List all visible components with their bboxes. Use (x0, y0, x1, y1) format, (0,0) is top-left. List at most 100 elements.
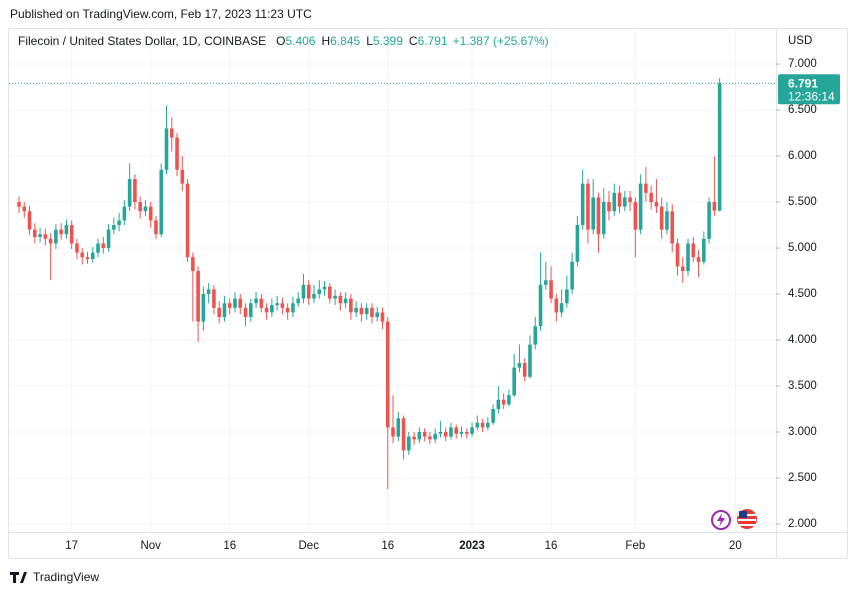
candle-body (565, 289, 569, 304)
y-tick-label: 2.500 (788, 472, 817, 484)
candle-body (296, 298, 301, 304)
ohlc-label: C (409, 34, 418, 48)
candle-body (491, 409, 495, 423)
candle-body (43, 234, 48, 239)
candle-body (222, 303, 227, 318)
y-tick-label: 4.500 (788, 288, 817, 300)
y-tick-label: 3.500 (788, 380, 817, 392)
candle-body (164, 128, 169, 170)
candle-body (696, 257, 701, 262)
candle-body (322, 286, 327, 290)
candle-body (270, 305, 274, 313)
candle-body (443, 432, 448, 437)
candle-body (280, 303, 285, 308)
candle-body (428, 436, 432, 440)
candle-body (538, 284, 543, 327)
y-tick-label: 7.000 (788, 58, 817, 70)
candle-body (623, 197, 627, 207)
candle-body (464, 432, 469, 434)
candle-body (454, 427, 459, 434)
candle-body (169, 128, 174, 138)
y-tick-label: 2.000 (788, 518, 817, 530)
y-tick-label: 5.500 (788, 196, 817, 208)
candle-body (512, 367, 516, 396)
candle-body (385, 321, 390, 428)
candle-body (449, 427, 453, 437)
last-price-tag (778, 74, 840, 105)
x-tick-label: Nov (140, 540, 161, 552)
candle-body (354, 307, 358, 313)
candle-body (22, 206, 27, 212)
candle-body (528, 344, 532, 377)
candle-body (654, 202, 659, 207)
candle-body (517, 363, 522, 368)
candle-body (496, 399, 501, 410)
candle-body (238, 298, 243, 308)
candle-body (422, 432, 427, 437)
candle-body (549, 280, 553, 299)
candle-body (638, 183, 643, 230)
candle-body (285, 307, 290, 313)
candle-body (201, 294, 206, 322)
candle-body (370, 307, 374, 318)
candle-body (291, 303, 295, 313)
candle-body (680, 266, 685, 272)
candle-body (480, 422, 485, 428)
ohlc-value: 6.791 (418, 34, 448, 48)
candle-body (80, 252, 85, 258)
candle-body (522, 363, 527, 377)
ohlc-value: 5.399 (373, 34, 403, 48)
candle-body (391, 427, 395, 437)
candle-body (712, 202, 717, 211)
candle-body (617, 192, 622, 207)
lightning-glyph (717, 513, 725, 527)
ohlc-legend: O5.406 H6.845 L5.399 C6.791 +1.387 (+25.67%) (276, 34, 549, 48)
candle-body (254, 298, 258, 304)
x-tick-label: 17 (65, 540, 78, 552)
x-tick-label: Dec (299, 540, 320, 552)
candle-body (54, 229, 58, 244)
event-icons (711, 509, 757, 530)
candle-body (85, 257, 90, 260)
grid (9, 30, 780, 532)
candle-body (533, 326, 538, 345)
candle-body (101, 243, 106, 249)
candle-body (343, 298, 348, 304)
candle-body (686, 243, 690, 272)
candle-body (501, 399, 506, 405)
last-price-label: 6.791 (788, 76, 818, 90)
candle-body (575, 225, 580, 262)
candle-body (349, 298, 353, 313)
candle-body (717, 83, 722, 211)
candle-body (591, 197, 596, 230)
candle-body (333, 295, 337, 299)
candle-body (175, 137, 179, 170)
candle-body (59, 229, 63, 235)
x-tick-label: 2023 (459, 540, 485, 552)
candle-body (359, 307, 364, 315)
candle-body (212, 289, 216, 308)
candle-body (306, 284, 311, 299)
y-tick-label: 4.000 (788, 334, 817, 346)
candle-body (48, 238, 53, 244)
candle-body (148, 206, 153, 221)
x-tick-label: 16 (381, 540, 394, 552)
overlay: USD Filecoin / United States Dollar, 1D,… (18, 34, 840, 552)
candle-body (154, 220, 158, 235)
candle-body (180, 169, 185, 184)
candle-body (133, 179, 137, 203)
x-tick-label: 16 (223, 540, 236, 552)
candle-body (217, 307, 221, 318)
candle-body (38, 234, 42, 237)
candle-body (470, 427, 474, 434)
candle-body (412, 436, 416, 440)
chart-title: Filecoin / United States Dollar, 1D, COI… (18, 34, 266, 48)
candle-body (612, 192, 617, 212)
candle-body (138, 202, 142, 212)
currency: USD (788, 35, 812, 47)
candle-body (196, 271, 200, 322)
candle-body (64, 225, 69, 235)
candle-body (691, 243, 696, 258)
